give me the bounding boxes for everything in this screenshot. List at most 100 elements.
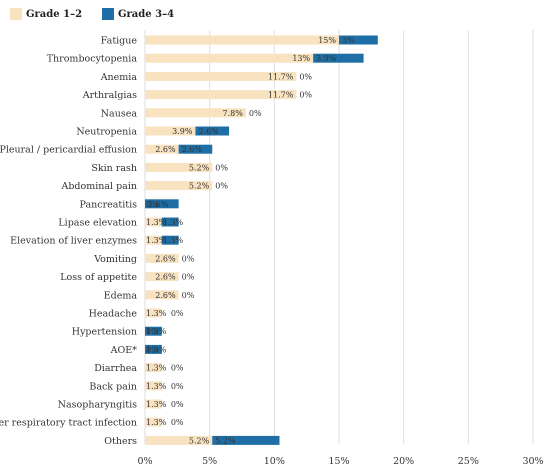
value-label-grade-1-2: 3.9% (172, 127, 193, 136)
value-label-grade-1-2: 13% (292, 54, 310, 63)
value-label-grade-1-2: 0% (146, 200, 159, 209)
value-label-grade-1-2: 11.7% (268, 72, 294, 81)
x-tick-label: 15% (328, 456, 349, 467)
category-label: Neutropenia (76, 127, 137, 138)
bar-grade-1-2 (145, 217, 162, 227)
value-label-grade-1-2: 2.6% (155, 145, 176, 154)
value-label-grade-3-4: 3% (342, 36, 355, 45)
value-label-grade-3-4: 1.3% (146, 345, 167, 354)
value-label-grade-1-2: 1.3% (146, 418, 167, 427)
category-label: AOE* (110, 345, 138, 356)
value-label-grade-3-4: 0% (299, 72, 312, 81)
category-label: Headache (89, 309, 138, 320)
category-label: Edema (104, 290, 138, 301)
bar-grade-3-4 (339, 35, 378, 45)
value-label-grade-1-2: 5.2% (189, 182, 210, 191)
value-label-grade-3-4: 2.6% (182, 145, 203, 154)
bar-grade-1-2 (145, 253, 179, 263)
legend-grade-1-2: Grade 1–2 (10, 6, 82, 22)
category-label: Arthralgias (82, 90, 137, 101)
category-label: Others (104, 436, 137, 447)
category-label: Vomiting (93, 254, 137, 265)
category-label: Upper respiratory tract infection (0, 418, 137, 429)
legend-grade-3-4: Grade 3–4 (102, 6, 174, 22)
bar-grade-3-4 (161, 235, 179, 245)
bar-grade-1-2 (145, 181, 213, 191)
bar-grade-1-2 (145, 399, 162, 409)
value-label-grade-3-4: 0% (215, 163, 228, 172)
value-label-grade-3-4: 0% (182, 291, 195, 300)
bar-grade-3-4 (313, 53, 364, 63)
x-tick-label: 5% (202, 456, 217, 467)
bar-grade-1-2 (145, 381, 162, 391)
legend-label-grade-3-4: Grade 3–4 (118, 8, 175, 20)
bar-grade-1-2 (145, 235, 162, 245)
value-label-grade-1-2: 0% (146, 327, 159, 336)
value-label-grade-3-4: 0% (171, 400, 184, 409)
category-label: Nausea (101, 108, 138, 119)
value-label-grade-1-2: 1.3% (146, 382, 167, 391)
x-tick-label: 30% (522, 456, 543, 467)
category-label: Hypertension (72, 327, 137, 338)
bar-grade-1-2 (145, 126, 196, 136)
value-label-grade-3-4: 0% (299, 91, 312, 100)
value-label-grade-3-4: 1.3% (146, 327, 167, 336)
bar-grade-1-2 (145, 144, 179, 154)
bar-grade-3-4 (195, 126, 230, 136)
bar-grade-1-2 (145, 90, 297, 100)
bar-grade-3-4 (161, 217, 179, 227)
value-label-grade-3-4: 5.2% (215, 436, 236, 445)
category-label: Loss of appetite (60, 272, 137, 283)
value-label-grade-1-2: 1.3% (146, 309, 167, 318)
bar-grade-1-2 (145, 71, 297, 81)
bar-grade-1-2 (145, 308, 162, 318)
value-label-grade-3-4: 0% (249, 109, 262, 118)
category-label: Thrombocytopenia (47, 54, 138, 65)
bar-grade-1-2 (145, 53, 314, 63)
value-label-grade-3-4: 0% (215, 182, 228, 191)
value-label-grade-3-4: 1.3% (163, 218, 184, 227)
value-label-grade-1-2: 1.3% (146, 364, 167, 373)
bar-grade-1-2 (145, 290, 179, 300)
category-label: Lipase elevation (58, 218, 137, 229)
x-tick-label: 0% (137, 456, 152, 467)
value-label-grade-3-4: 2.6% (148, 200, 169, 209)
legend-label-grade-1-2: Grade 1–2 (26, 8, 83, 20)
value-label-grade-3-4: 0% (171, 309, 184, 318)
value-label-grade-1-2: 7.8% (223, 109, 244, 118)
value-label-grade-3-4: 0% (182, 254, 195, 263)
value-label-grade-1-2: 11.7% (268, 91, 294, 100)
bar-grade-1-2 (145, 363, 162, 373)
legend-swatch-grade-1-2 (10, 8, 22, 20)
value-label-grade-3-4: 1.3% (163, 236, 184, 245)
value-label-grade-1-2: 2.6% (155, 273, 176, 282)
bar-grade-1-2 (145, 272, 179, 282)
bar-grade-1-2 (145, 417, 162, 427)
value-label-grade-1-2: 5.2% (189, 163, 210, 172)
bar-grade-1-2 (145, 108, 246, 118)
bar-grade-3-4 (178, 144, 213, 154)
category-label: Abdominal pain (60, 181, 137, 192)
bar-grade-3-4 (212, 435, 280, 445)
category-label: Pancreatitis (80, 199, 138, 210)
bar-grade-1-2 (145, 35, 339, 45)
value-label-grade-1-2: 1.3% (146, 236, 167, 245)
category-label: Pleural / pericardial effusion (0, 145, 137, 156)
legend-swatch-grade-3-4 (102, 8, 114, 20)
category-label: Skin rash (91, 163, 137, 174)
value-label-grade-1-2: 1.3% (146, 218, 167, 227)
value-label-grade-3-4: 0% (171, 418, 184, 427)
value-label-grade-1-2: 5.2% (189, 436, 210, 445)
bar-grade-1-2 (145, 162, 213, 172)
value-label-grade-3-4: 0% (171, 364, 184, 373)
value-label-grade-3-4: 3.9% (316, 54, 337, 63)
value-label-grade-1-2: 1.3% (146, 400, 167, 409)
category-label: Fatigue (101, 36, 138, 47)
value-label-grade-1-2: 2.6% (155, 291, 176, 300)
bar-grade-1-2 (145, 435, 213, 445)
x-tick-label: 20% (393, 456, 414, 467)
bar-grade-3-4 (145, 199, 179, 209)
x-tick-label: 10% (264, 456, 285, 467)
category-label: Back pain (89, 381, 137, 392)
